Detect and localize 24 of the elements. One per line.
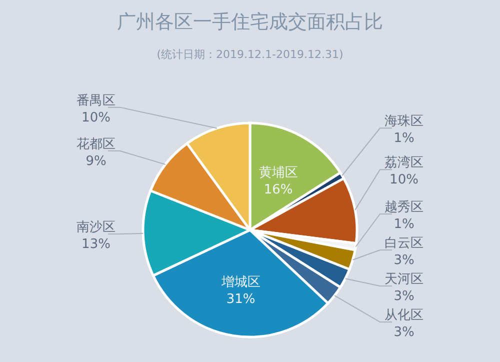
slice-label: 花都区	[76, 136, 116, 152]
slice-label: 天河区	[384, 272, 424, 287]
data-label: 9%	[86, 154, 106, 169]
data-label: 16%	[264, 182, 293, 198]
data-label: 10%	[82, 110, 110, 126]
data-label: 10%	[390, 172, 418, 188]
data-label: 3%	[394, 289, 414, 304]
data-label: 31%	[226, 292, 256, 308]
slice-label: 海珠区	[384, 114, 424, 130]
slice-label: 越秀区	[384, 200, 424, 215]
data-label: 3%	[394, 253, 414, 268]
chart-title: 广州各区一手住宅成交面积占比	[117, 11, 383, 33]
chart-subtitle: (统计日期：2019.12.1-2019.12.31)	[156, 48, 344, 61]
slice-label: 荔湾区	[384, 154, 424, 171]
slice-label: 番禺区	[76, 93, 116, 108]
slice-label: 白云区	[384, 236, 424, 251]
data-label: 1%	[394, 217, 414, 232]
slice-label: 从化区	[384, 308, 424, 323]
data-label: 1%	[394, 131, 414, 146]
slice-label: 南沙区	[76, 220, 116, 236]
slice-label: 增城区	[220, 275, 260, 290]
slice-label: 黄埔区	[258, 165, 298, 180]
data-label: 13%	[82, 237, 110, 252]
data-label: 3%	[394, 325, 414, 340]
